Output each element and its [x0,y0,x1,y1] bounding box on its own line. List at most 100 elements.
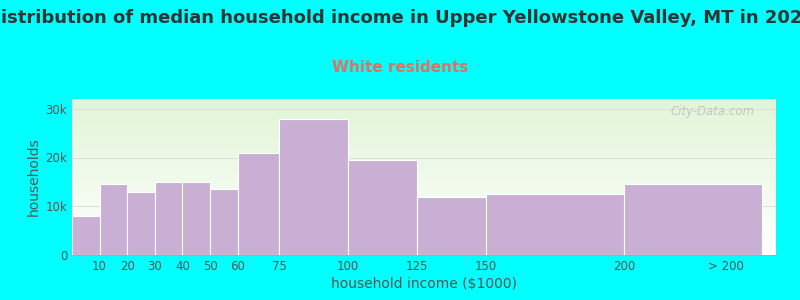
Bar [72,205,776,206]
Bar [72,110,776,111]
Bar [72,104,776,105]
Bar [72,217,776,218]
Bar [72,113,776,114]
Bar [72,227,776,228]
Bar [72,215,776,216]
Bar [72,109,776,110]
Bar [155,182,182,255]
Bar [72,204,776,205]
Bar [72,210,776,211]
Bar [72,162,776,163]
Bar [72,239,776,240]
Bar [72,130,776,131]
Bar [72,139,776,140]
Bar [72,248,776,249]
Bar [72,107,776,108]
Bar [72,140,776,141]
Bar [72,127,776,128]
Bar [72,119,776,120]
Bar [72,114,776,115]
Bar [72,206,776,207]
Bar [72,251,776,252]
Bar [72,118,776,119]
Bar [72,121,776,122]
Bar [72,209,776,210]
Bar [72,202,776,203]
Bar [279,118,348,255]
Bar [72,196,776,197]
Bar [210,189,238,255]
Bar [72,188,776,189]
Bar [72,200,776,201]
Bar [624,184,762,255]
Bar [72,240,776,241]
Bar [72,165,776,166]
Bar [72,144,776,145]
Bar [72,102,776,103]
Bar [72,186,776,187]
Bar [72,178,776,179]
Bar [72,208,776,209]
Bar [72,156,776,157]
Bar [238,153,279,255]
Bar [72,179,776,180]
Bar [72,177,776,178]
Bar [72,154,776,155]
Bar [72,245,776,246]
Bar [72,214,776,215]
Bar [72,120,776,121]
Bar [72,131,776,132]
Bar [72,118,776,119]
Bar [72,153,776,154]
Bar [72,199,776,200]
Bar [72,182,776,183]
Bar [72,145,776,146]
Bar [72,230,776,231]
Bar [72,212,776,213]
Bar [72,122,776,123]
Bar [72,157,776,158]
Bar [72,135,776,136]
Bar [72,148,776,149]
Text: City-Data.com: City-Data.com [670,105,755,118]
Bar [72,232,776,233]
Bar [72,134,776,135]
Bar [72,195,776,196]
Bar [72,207,776,208]
Bar [72,100,776,101]
Bar [72,176,776,177]
Bar [72,155,776,156]
Bar [72,252,776,253]
Bar [72,117,776,118]
Bar [72,160,776,161]
Bar [72,228,776,229]
Bar [72,184,776,185]
Bar [72,220,776,221]
Bar [72,105,776,106]
Bar [72,183,776,184]
Bar [72,216,776,217]
Bar [72,159,776,160]
Bar [72,126,776,127]
Bar [72,123,776,124]
Bar [72,170,776,171]
Bar [72,218,776,219]
Bar [72,201,776,202]
Bar [72,133,776,134]
Bar [72,241,776,242]
Bar [72,150,776,151]
Bar [72,115,776,116]
Bar [72,242,776,243]
Bar [72,235,776,236]
Bar [72,180,776,181]
Bar [348,160,417,255]
Bar [72,158,776,159]
Bar [72,141,776,142]
Bar [72,181,776,182]
Bar [72,203,776,204]
Bar [72,103,776,104]
Bar [72,136,776,137]
Bar [72,142,776,143]
Bar [72,223,776,224]
Bar [72,152,776,153]
